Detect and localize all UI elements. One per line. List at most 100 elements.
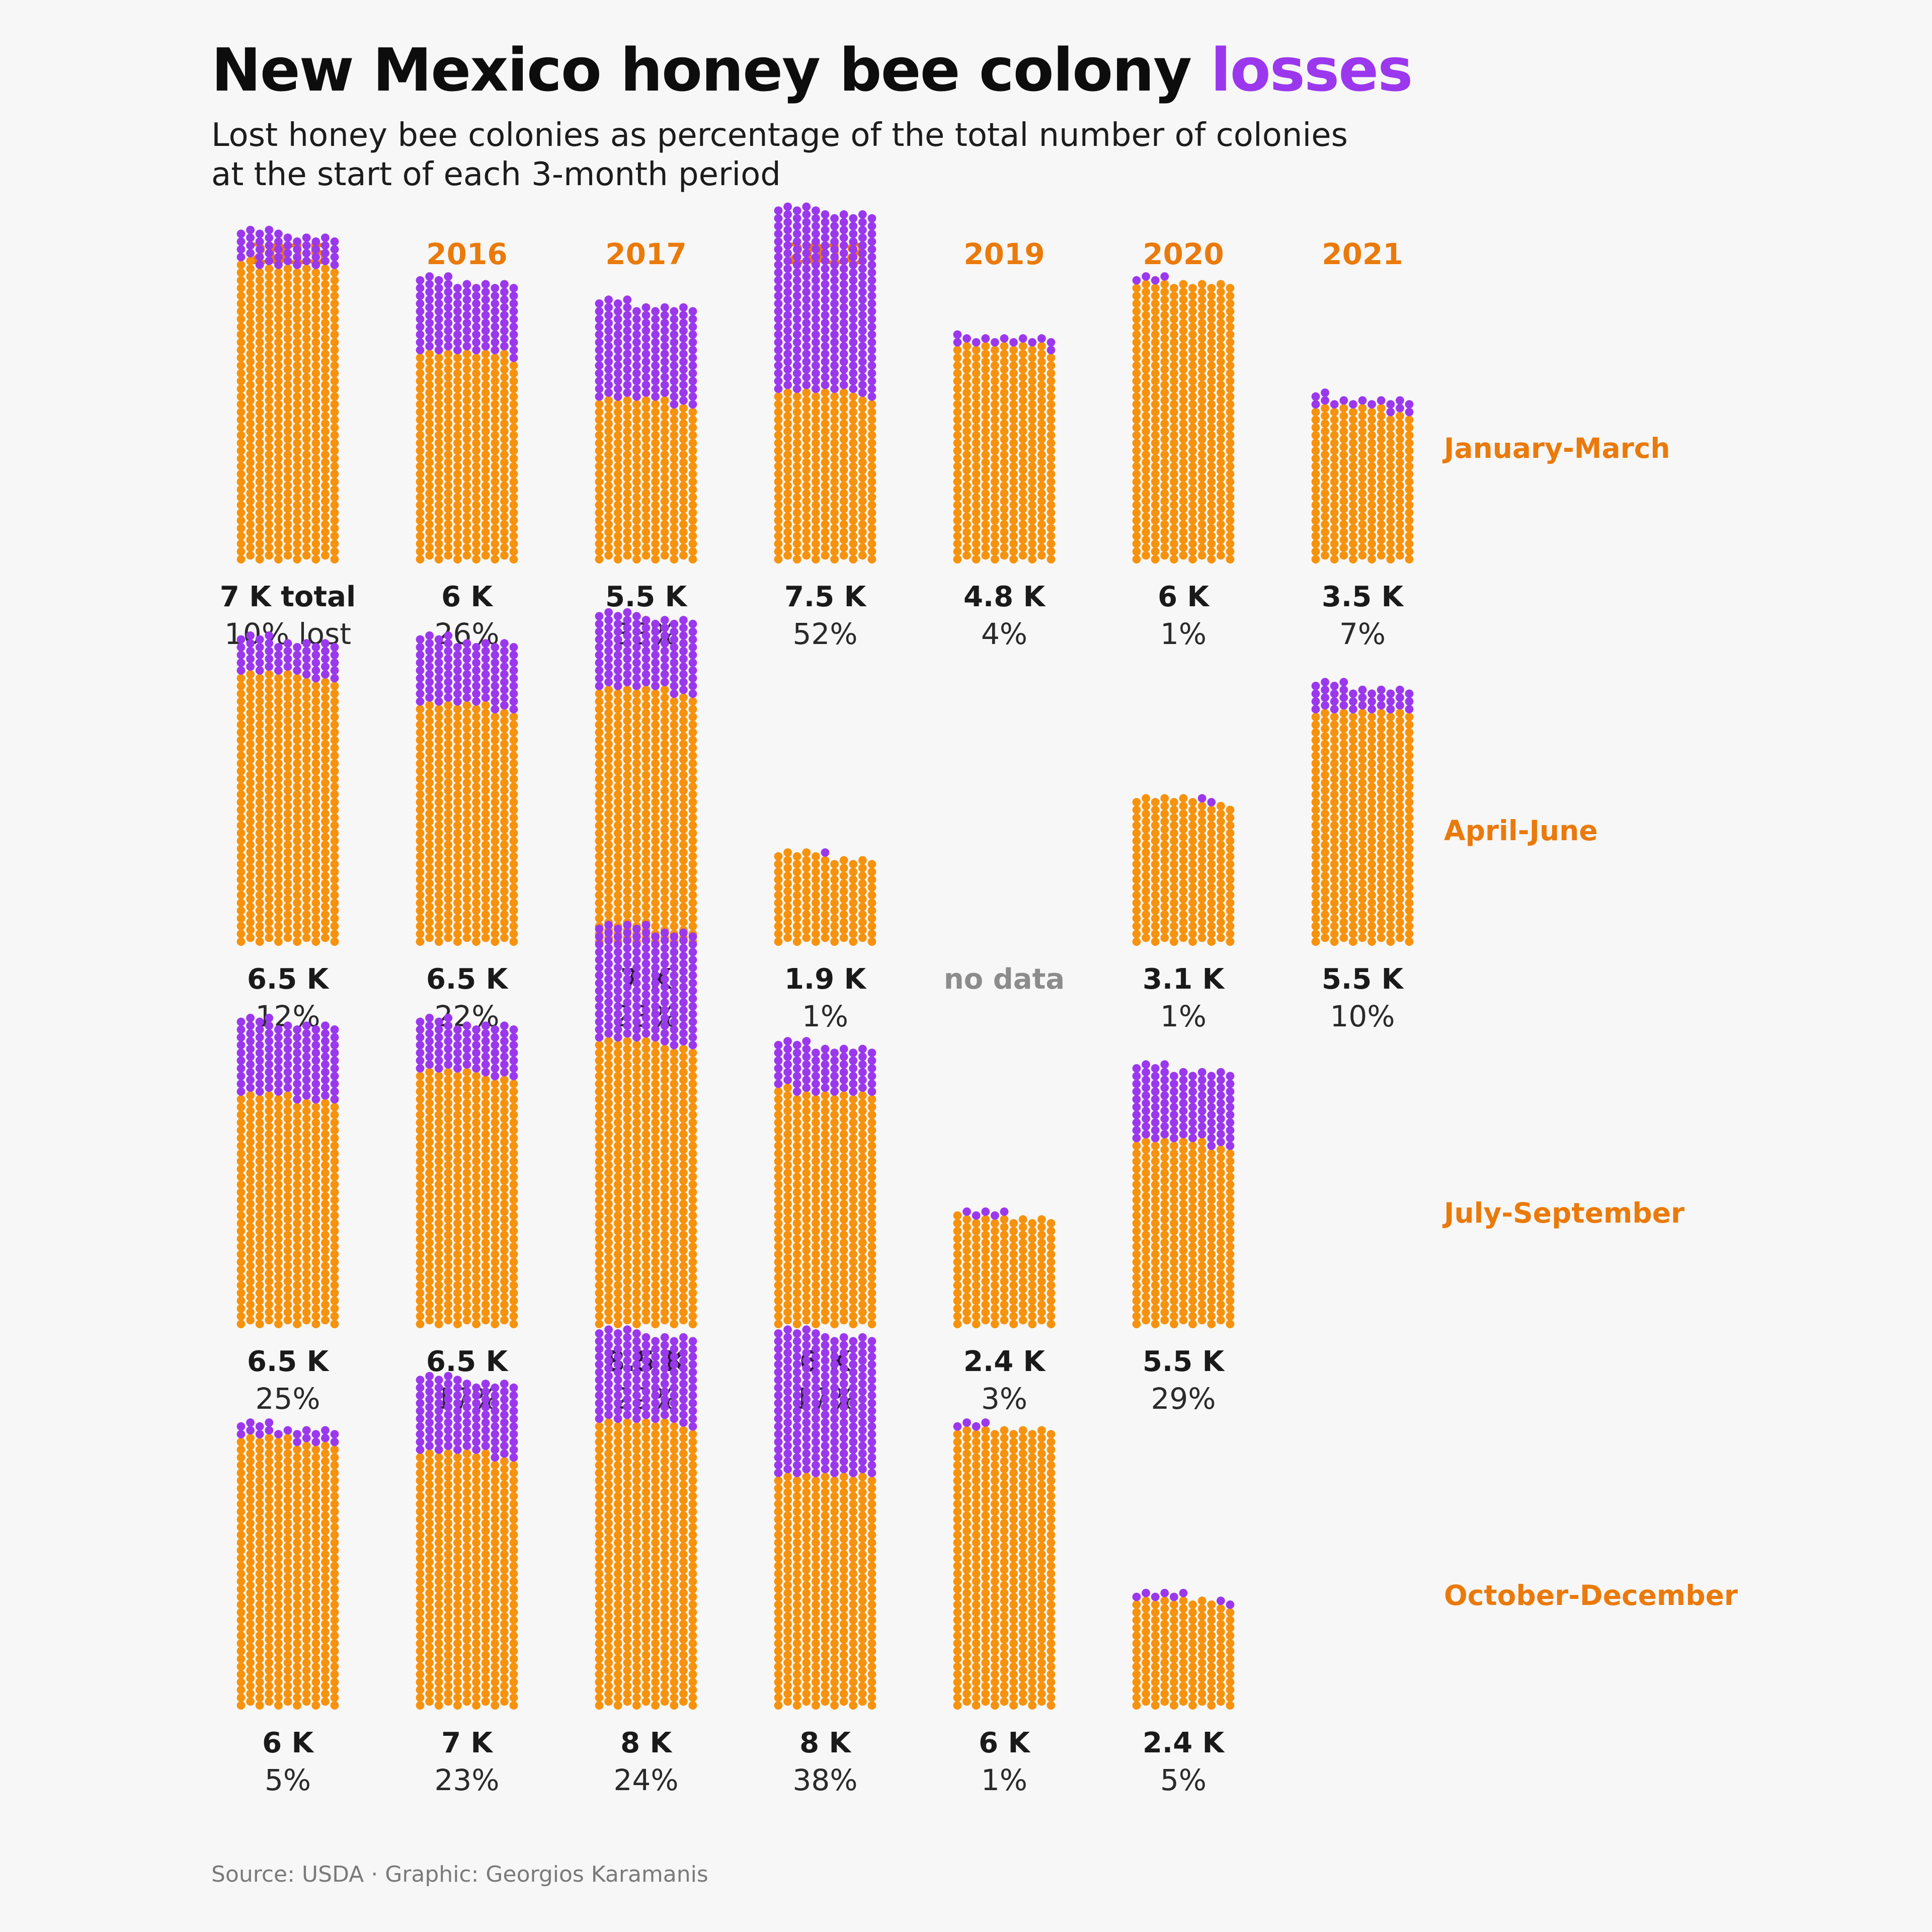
- kept-colony-dot: [1132, 798, 1141, 807]
- kept-colony-dot: [302, 481, 311, 490]
- lost-colony-dot: [839, 225, 848, 234]
- kept-colony-dot: [641, 708, 651, 717]
- lost-colony-dot: [472, 346, 480, 355]
- kept-colony-dot: [1217, 318, 1225, 328]
- kept-colony-dot: [802, 887, 811, 896]
- kept-colony-dot: [1170, 937, 1178, 946]
- lost-colony-dot: [613, 361, 622, 370]
- kept-colony-dot: [462, 910, 471, 919]
- lost-colony-dot: [792, 245, 801, 254]
- kept-colony-dot: [1405, 501, 1414, 510]
- kept-colony-dot: [283, 1261, 292, 1270]
- kept-colony-dot: [1367, 439, 1377, 447]
- kept-colony-dot: [1207, 922, 1216, 931]
- kept-colony-dot: [453, 782, 462, 791]
- kept-colony-dot: [283, 693, 292, 702]
- kept-colony-dot: [839, 520, 848, 529]
- kept-colony-dot: [1396, 427, 1404, 436]
- kept-colony-dot: [679, 535, 688, 544]
- kept-colony-dot: [1132, 914, 1141, 923]
- kept-colony-dot: [613, 736, 622, 745]
- lost-colony-dot: [651, 353, 660, 362]
- kept-colony-dot: [604, 778, 613, 787]
- kept-colony-dot: [293, 821, 301, 830]
- lost-colony-dot: [453, 291, 462, 300]
- kept-colony-dot: [1018, 497, 1027, 506]
- kept-colony-dot: [1349, 477, 1357, 486]
- kept-colony-dot: [1142, 380, 1151, 389]
- kept-colony-dot: [491, 462, 500, 471]
- lost-colony-dot: [821, 848, 830, 857]
- kept-colony-dot: [302, 701, 311, 710]
- kept-colony-dot: [1311, 906, 1320, 915]
- lost-colony-dot: [812, 369, 820, 378]
- kept-colony-dot: [255, 682, 264, 690]
- kept-colony-dot: [1170, 914, 1178, 923]
- kept-colony-dot: [1358, 473, 1367, 482]
- kept-colony-dot: [509, 712, 518, 721]
- kept-colony-dot: [500, 825, 509, 834]
- kept-colony-dot: [293, 867, 301, 876]
- kept-colony-dot: [500, 466, 509, 474]
- kept-colony-dot: [783, 512, 792, 521]
- kept-colony-dot: [830, 493, 839, 502]
- kept-colony-dot: [1226, 416, 1235, 424]
- kept-colony-dot: [774, 891, 783, 900]
- kept-colony-dot: [444, 412, 453, 421]
- lost-colony-dot: [660, 670, 669, 679]
- lost-colony-dot: [293, 237, 301, 246]
- lost-colony-dot: [293, 253, 301, 262]
- waffle-2016-april-june: [416, 631, 518, 946]
- kept-colony-dot: [858, 551, 867, 560]
- kept-colony-dot: [462, 481, 471, 490]
- kept-colony-dot: [283, 670, 292, 679]
- kept-colony-dot: [1170, 555, 1178, 564]
- kept-colony-dot: [321, 1238, 330, 1247]
- waffle-2021-april-june: [1311, 678, 1414, 946]
- kept-colony-dot: [821, 435, 830, 444]
- kept-colony-dot: [1377, 512, 1386, 521]
- kept-colony-dot: [1197, 863, 1206, 872]
- kept-colony-dot: [1000, 442, 1009, 451]
- kept-colony-dot: [1349, 431, 1357, 440]
- kept-colony-dot: [274, 1211, 283, 1220]
- kept-colony-dot: [330, 806, 339, 815]
- kept-colony-dot: [274, 338, 283, 347]
- kept-colony-dot: [858, 442, 867, 451]
- kept-colony-dot: [1349, 508, 1357, 517]
- lost-colony-dot: [453, 643, 462, 652]
- kept-colony-dot: [688, 431, 697, 440]
- kept-colony-dot: [453, 867, 462, 876]
- kept-colony-dot: [1311, 790, 1320, 799]
- kept-colony-dot: [1349, 829, 1357, 838]
- lost-colony-dot: [812, 361, 820, 370]
- kept-colony-dot: [302, 450, 311, 459]
- kept-colony-dot: [302, 497, 311, 506]
- lost-colony-dot: [660, 365, 669, 374]
- kept-colony-dot: [321, 326, 330, 335]
- kept-colony-dot: [688, 469, 697, 478]
- lost-colony-dot: [858, 218, 867, 227]
- kept-colony-dot: [1396, 740, 1404, 749]
- kept-colony-dot: [1207, 338, 1216, 347]
- lost-colony-dot: [774, 276, 783, 285]
- kept-colony-dot: [1142, 303, 1151, 312]
- kept-colony-dot: [274, 268, 283, 277]
- lost-colony-dot: [688, 627, 697, 636]
- kept-colony-dot: [1311, 736, 1320, 745]
- kept-colony-dot: [1330, 539, 1339, 548]
- kept-colony-dot: [981, 489, 990, 498]
- kept-colony-dot: [812, 532, 820, 540]
- kept-colony-dot: [302, 473, 311, 482]
- kept-colony-dot: [1358, 863, 1367, 872]
- kept-colony-dot: [688, 744, 697, 752]
- kept-colony-dot: [991, 423, 999, 432]
- lost-colony-dot: [472, 682, 480, 690]
- kept-colony-dot: [660, 701, 669, 710]
- kept-colony-dot: [830, 446, 839, 455]
- kept-colony-dot: [321, 1223, 330, 1232]
- kept-colony-dot: [1321, 535, 1330, 544]
- lost-colony-dot: [792, 291, 801, 300]
- kept-colony-dot: [330, 899, 339, 907]
- kept-colony-dot: [604, 442, 613, 451]
